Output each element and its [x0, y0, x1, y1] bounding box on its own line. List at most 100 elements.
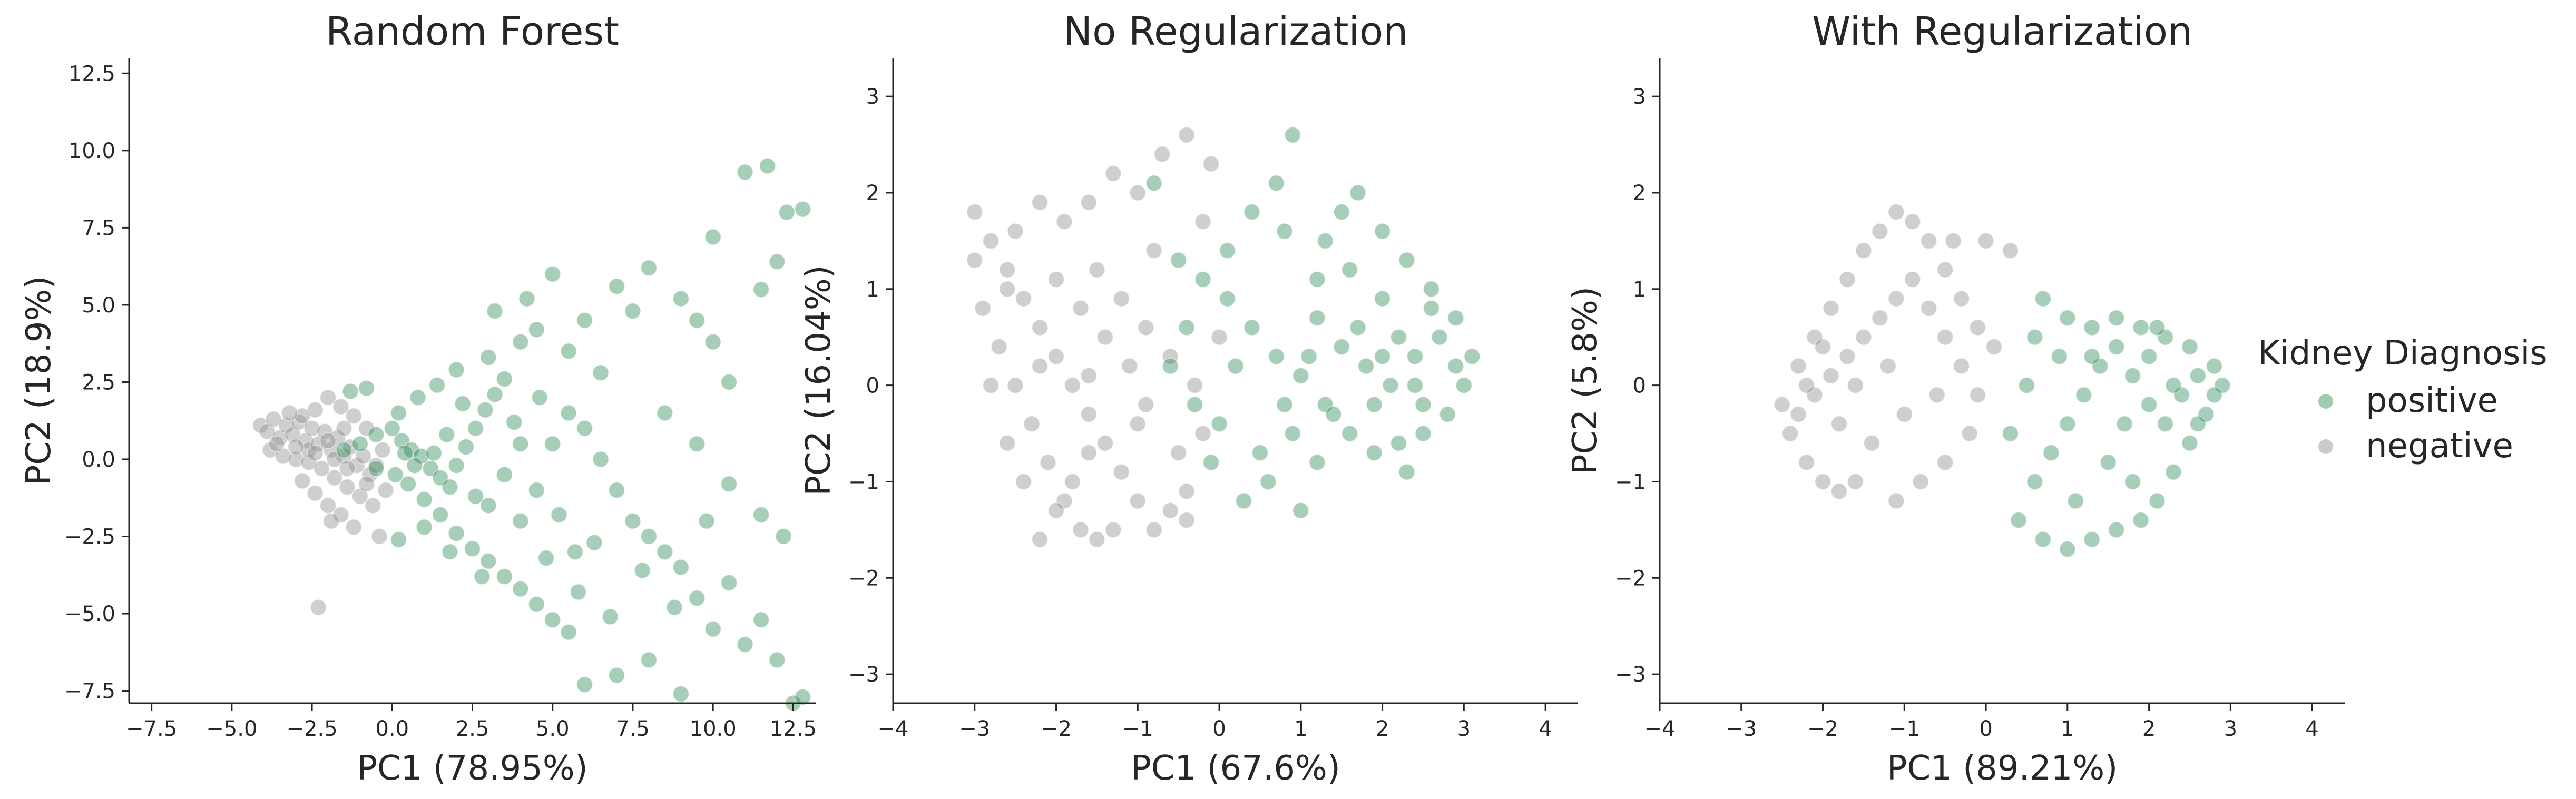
point-negative: [1823, 300, 1839, 317]
x-axis-label: PC1 (78.95%): [357, 749, 587, 788]
point-positive: [2132, 511, 2149, 529]
point-negative: [1790, 406, 1807, 423]
series-negative-random-forest: [252, 389, 394, 616]
point-negative: [1064, 473, 1081, 490]
point-negative: [287, 438, 305, 456]
y-tick-label: −2: [1615, 566, 1646, 590]
point-positive: [794, 201, 811, 218]
point-negative: [1896, 406, 1913, 423]
point-negative: [1162, 348, 1179, 365]
point-positive: [1325, 406, 1342, 423]
point-negative: [1145, 521, 1162, 538]
point-positive: [1260, 473, 1277, 490]
point-positive: [2189, 367, 2207, 384]
point-positive: [1455, 377, 1473, 394]
point-positive: [2083, 531, 2100, 548]
point-positive: [1317, 232, 1334, 250]
point-positive: [2091, 358, 2109, 374]
point-negative: [991, 338, 1007, 356]
point-negative: [313, 460, 330, 477]
point-positive: [640, 652, 658, 668]
point-negative: [1920, 300, 1937, 317]
point-negative: [1985, 338, 2003, 356]
point-positive: [368, 426, 385, 443]
x-tick-label: 1: [1294, 717, 1307, 741]
point-positive: [1292, 502, 1309, 519]
point-negative: [326, 469, 343, 486]
point-negative: [345, 408, 362, 425]
point-negative: [278, 417, 295, 434]
point-positive: [2108, 309, 2125, 327]
point-positive: [560, 343, 577, 360]
point-positive: [1284, 425, 1301, 442]
point-negative: [1774, 396, 1790, 413]
point-positive: [496, 466, 513, 484]
point-positive: [1235, 492, 1252, 509]
x-tick-label: −1: [1889, 717, 1920, 741]
point-negative: [1089, 531, 1105, 548]
point-negative: [1847, 473, 1864, 490]
point-negative: [1969, 319, 1986, 336]
point-positive: [486, 386, 503, 403]
point-positive: [2059, 540, 2076, 558]
point-negative: [1194, 425, 1211, 442]
x-tick-label: −2: [1807, 717, 1838, 741]
point-positive: [1162, 358, 1179, 374]
point-positive: [737, 636, 753, 653]
point-positive: [634, 562, 651, 579]
x-tick-label: 3: [1457, 717, 1471, 741]
point-positive: [2181, 338, 2198, 356]
point-positive: [518, 290, 535, 307]
point-negative: [1129, 184, 1147, 201]
point-positive: [1219, 242, 1236, 259]
point-negative: [1031, 319, 1049, 336]
y-tick-label: 10.0: [68, 139, 115, 163]
x-tick-label: 4: [1539, 717, 1552, 741]
point-negative: [1855, 329, 1872, 346]
point-negative: [322, 512, 340, 529]
point-positive: [342, 383, 359, 400]
point-negative: [1814, 473, 1831, 490]
point-negative: [1031, 531, 1049, 548]
point-negative: [1928, 387, 1945, 403]
point-negative: [1031, 358, 1049, 374]
point-negative: [1855, 242, 1872, 259]
x-tick-label: 2.5: [456, 717, 489, 741]
x-tick-label: −3: [959, 717, 990, 741]
point-negative: [1105, 521, 1122, 538]
point-negative: [1823, 367, 1839, 384]
point-positive: [2165, 377, 2182, 394]
point-positive: [390, 405, 407, 421]
point-positive: [1227, 358, 1244, 374]
point-negative: [998, 261, 1016, 278]
point-positive: [2206, 387, 2223, 403]
point-negative: [1170, 444, 1187, 461]
point-positive: [1309, 271, 1326, 288]
y-tick-label: −1: [848, 470, 879, 494]
point-negative: [1839, 348, 1856, 365]
point-positive: [1398, 463, 1415, 480]
x-tick-label: 4: [2305, 717, 2318, 741]
point-positive: [2083, 348, 2100, 365]
point-negative: [361, 466, 378, 484]
point-negative: [1047, 502, 1065, 519]
point-positive: [1309, 454, 1326, 471]
point-negative: [1953, 290, 1970, 307]
point-negative: [1814, 338, 1831, 356]
point-positive: [384, 420, 401, 437]
point-negative: [1904, 271, 1921, 288]
panel-no-regularization: −4 −3 −2 −1 0 1 2 3 4 −3 −2 −1 0 1 2 3 No Regularization…: [799, 9, 1578, 788]
y-axis-label: PC2 (18.9%): [19, 276, 58, 486]
point-negative: [1129, 492, 1147, 509]
point-negative: [281, 405, 298, 421]
point-negative: [1138, 319, 1154, 336]
point-negative: [355, 448, 372, 465]
point-positive: [576, 676, 593, 693]
point-positive: [387, 466, 404, 484]
point-positive: [1341, 261, 1358, 278]
x-tick-label: 2: [1376, 717, 1389, 741]
legend-marker-negative: [2318, 439, 2333, 454]
y-tick-label: −7.5: [64, 679, 115, 704]
point-negative: [1830, 416, 1848, 432]
point-positive: [464, 540, 481, 557]
